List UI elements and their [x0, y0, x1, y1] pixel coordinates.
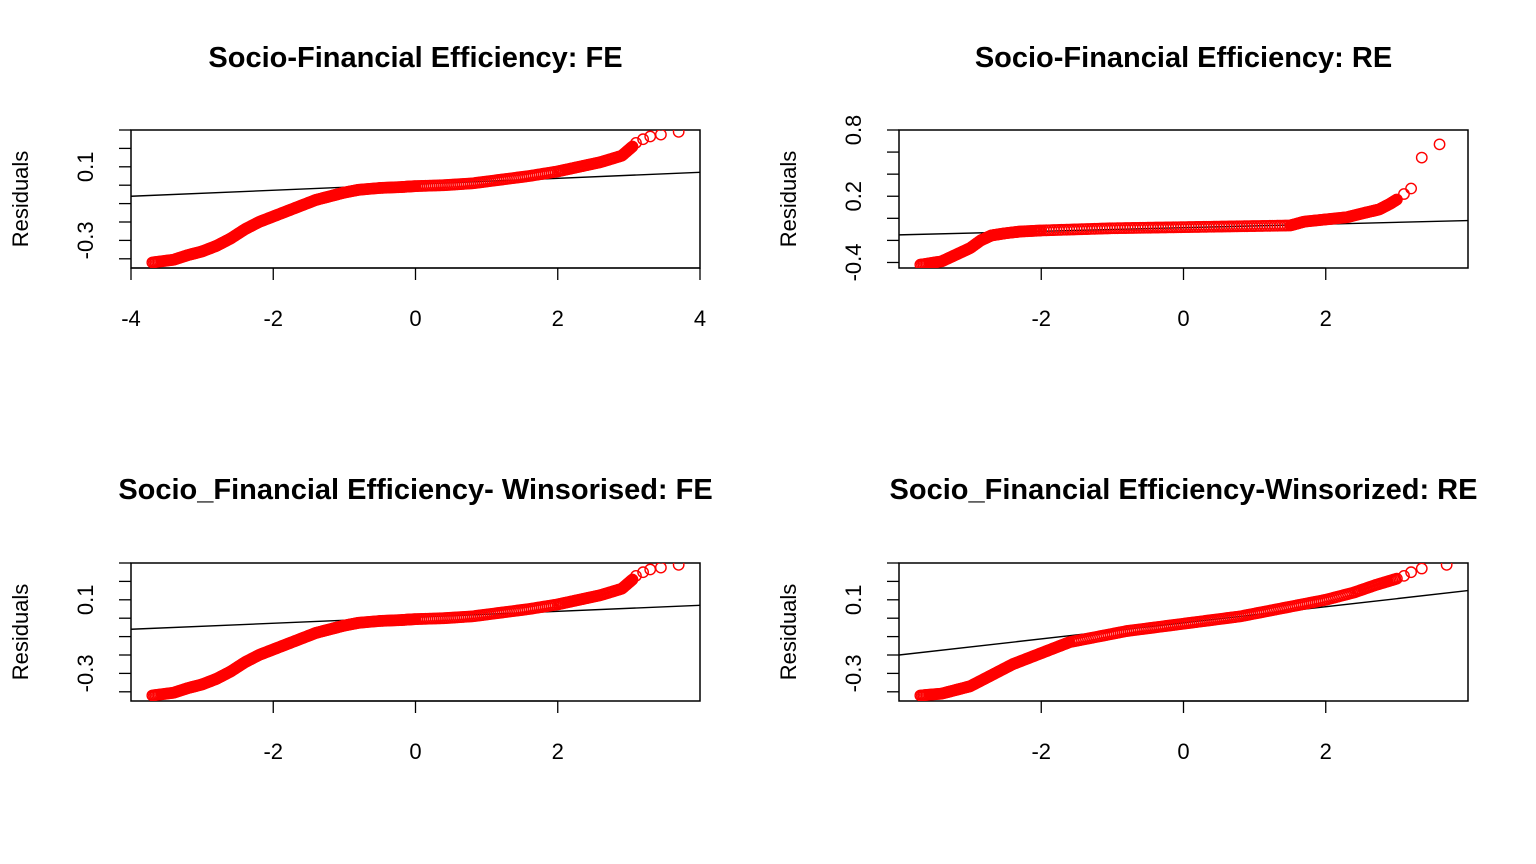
residual-point [637, 133, 649, 146]
y-tick-label: -0.3 [73, 654, 98, 692]
residual-point [1390, 572, 1403, 585]
residual-point [637, 566, 649, 579]
residual-points [914, 563, 1453, 701]
residual-point [1415, 151, 1428, 164]
residual-points [146, 130, 685, 268]
residual-point [644, 130, 657, 143]
panel-title: Socio-Financial Efficiency: RE [975, 42, 1392, 74]
residual-points [146, 563, 685, 701]
qq-reference-line [899, 589, 1468, 656]
x-tick-label: 0 [1177, 739, 1189, 764]
residual-point [644, 563, 657, 576]
x-tick-label: -2 [263, 306, 283, 331]
x-tick-label: -4 [121, 306, 141, 331]
y-tick-label: 0.1 [73, 152, 98, 183]
qq-panel-1: Socio-Financial Efficiency: FE Residuals -… [8, 42, 706, 331]
x-tick-label: 0 [409, 306, 421, 331]
x-tick-label: 4 [694, 306, 706, 331]
x-tick-label: 0 [409, 739, 421, 764]
residual-point [1433, 138, 1446, 151]
panel-title: Socio_Financial Efficiency-Winsorized: R… [890, 474, 1478, 506]
y-tick-label: -0.4 [841, 244, 866, 282]
residual-point [1415, 563, 1428, 575]
y-tick-label: 0.8 [841, 115, 866, 146]
x-tick-label: 2 [552, 739, 564, 764]
x-tick-label: 2 [1320, 739, 1332, 764]
residual-point [1398, 569, 1410, 582]
y-axis-label: Residuals [8, 584, 33, 681]
residual-point [654, 563, 667, 574]
panel-title: Socio_Financial Efficiency- Winsorised: … [118, 474, 712, 506]
residual-point [1405, 566, 1418, 579]
x-tick-label: 0 [1177, 306, 1189, 331]
residual-point [672, 130, 685, 138]
residual-point [1405, 182, 1418, 195]
residual-point [630, 569, 642, 582]
y-tick-label: 0.2 [841, 181, 866, 212]
plot-frame [898, 129, 1469, 269]
residual-point [672, 563, 685, 571]
y-axis-label: Residuals [776, 584, 801, 681]
residual-point [1440, 563, 1453, 571]
x-tick-label: -2 [1031, 306, 1051, 331]
qq-panel-3: Socio_Financial Efficiency- Winsorised: … [8, 474, 713, 764]
y-axis-label: Residuals [8, 151, 33, 248]
x-tick-label: 2 [1320, 306, 1332, 331]
residual-point [626, 573, 639, 586]
y-tick-label: 0.1 [73, 585, 98, 616]
panel-title: Socio-Financial Efficiency: FE [208, 42, 622, 74]
x-tick-label: 2 [552, 306, 564, 331]
qq-panel-4: Socio_Financial Efficiency-Winsorized: R… [776, 474, 1477, 764]
y-tick-label: -0.3 [73, 221, 98, 259]
residual-points [914, 138, 1446, 268]
residual-point [626, 140, 639, 153]
x-tick-label: -2 [263, 739, 283, 764]
residual-point [630, 136, 642, 149]
y-axis-label: Residuals [776, 151, 801, 248]
residual-point [654, 130, 667, 141]
qq-panel-2: Socio-Financial Efficiency: RE Residuals -… [776, 42, 1469, 331]
residual-point [1398, 188, 1410, 200]
y-tick-label: 0.1 [841, 585, 866, 616]
x-tick-label: -2 [1031, 739, 1051, 764]
y-tick-label: -0.3 [841, 654, 866, 692]
